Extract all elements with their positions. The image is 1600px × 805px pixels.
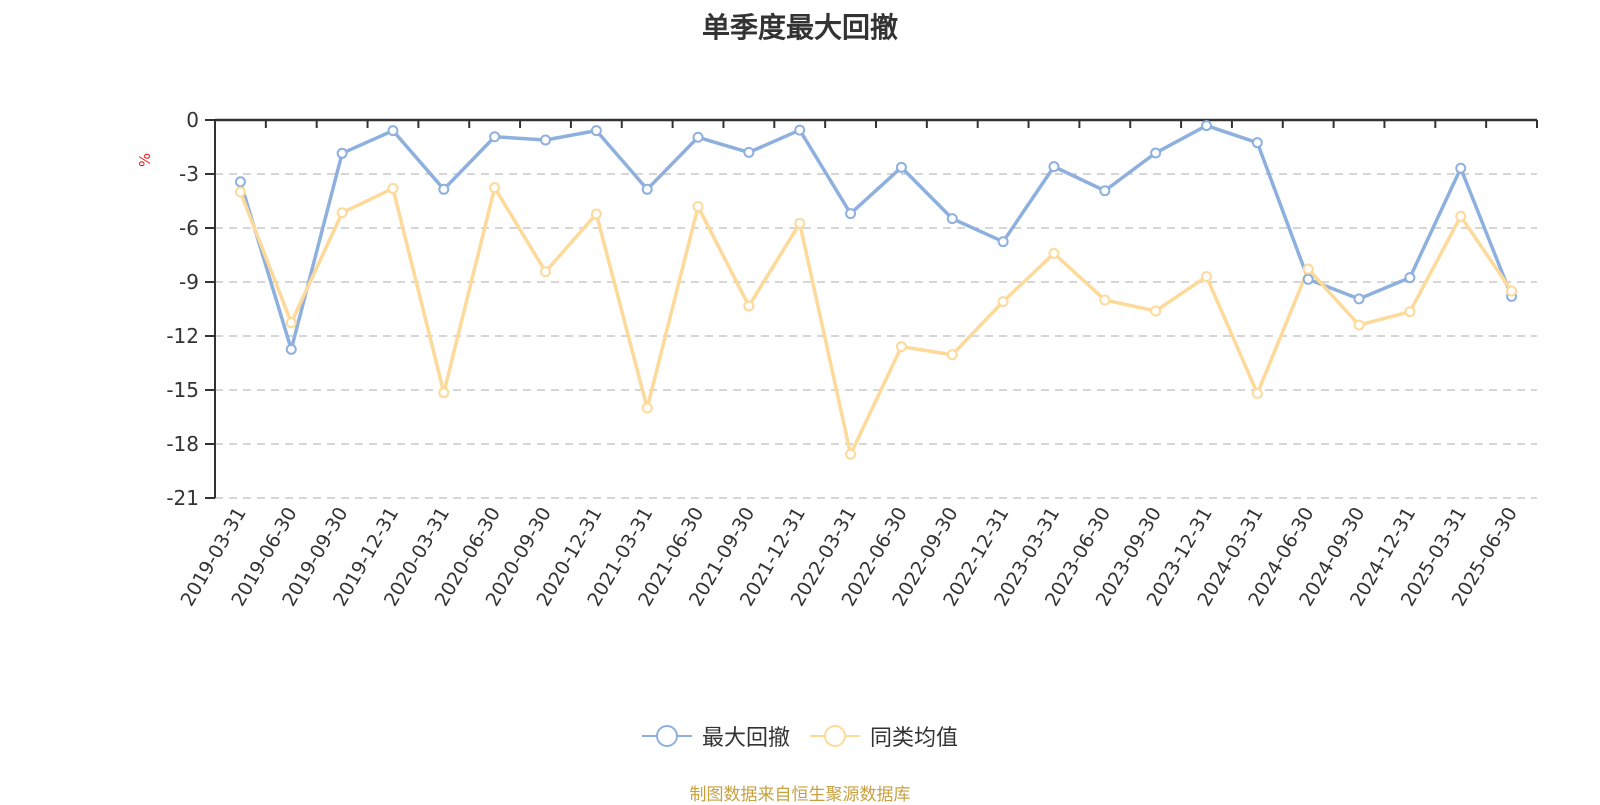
legend-label: 同类均值 <box>870 726 959 751</box>
data-point[interactable] <box>1150 147 1162 159</box>
data-source-note: 制图数据来自恒生聚源数据库 <box>689 785 911 805</box>
data-point[interactable] <box>336 207 348 219</box>
y-axis-unit: % <box>136 153 154 167</box>
data-point[interactable] <box>1404 272 1416 284</box>
data-point[interactable] <box>946 213 958 225</box>
y-tick-label: -15 <box>166 378 199 402</box>
data-point[interactable] <box>1455 210 1467 222</box>
data-point[interactable] <box>1404 306 1416 318</box>
data-point[interactable] <box>590 208 602 220</box>
data-point[interactable] <box>743 146 755 158</box>
axes: 0-3-6-9-12-15-18-212019-03-312019-06-302… <box>166 108 1538 610</box>
data-point[interactable] <box>1455 162 1467 174</box>
y-tick-label: -12 <box>166 324 199 348</box>
data-point[interactable] <box>794 124 806 136</box>
y-tick-label: -6 <box>179 216 199 240</box>
grid-lines <box>215 173 1537 499</box>
data-point[interactable] <box>540 134 551 146</box>
data-point[interactable] <box>895 161 907 173</box>
data-point[interactable] <box>946 349 958 361</box>
data-point[interactable] <box>692 131 704 143</box>
data-point[interactable] <box>1353 293 1365 305</box>
legend-item-max-drawdown[interactable]: 最大回撤 <box>641 720 790 752</box>
legend-line-circle-icon <box>641 725 692 747</box>
data-point[interactable] <box>540 266 551 278</box>
data-point[interactable] <box>845 208 857 220</box>
peer-average-line <box>238 185 1514 457</box>
data-point[interactable] <box>438 387 450 399</box>
y-tick-label: -18 <box>166 432 199 456</box>
y-tick-label: -3 <box>179 162 199 186</box>
data-point[interactable] <box>794 217 806 229</box>
data-point[interactable] <box>387 125 399 137</box>
data-point[interactable] <box>641 402 653 414</box>
data-point[interactable] <box>1302 273 1314 285</box>
data-point[interactable] <box>1099 294 1111 306</box>
legend-item-peer-average[interactable]: 同类均值 <box>810 720 958 752</box>
data-point[interactable] <box>1201 120 1212 132</box>
data-point[interactable] <box>641 183 653 195</box>
data-point[interactable] <box>997 296 1009 308</box>
max-drawdown-line <box>238 123 1514 352</box>
data-point[interactable] <box>692 201 704 213</box>
data-point[interactable] <box>590 125 602 137</box>
data-point[interactable] <box>1251 387 1263 399</box>
legend: 最大回撤 同类均值 <box>0 720 1600 752</box>
data-point[interactable] <box>1201 271 1212 283</box>
data-point[interactable] <box>1150 305 1162 317</box>
line-chart: 0-3-6-9-12-15-18-212019-03-312019-06-302… <box>136 108 1538 610</box>
data-point[interactable] <box>1099 185 1111 197</box>
data-point[interactable] <box>234 176 246 188</box>
data-point[interactable] <box>997 236 1009 248</box>
legend-label: 最大回撤 <box>701 726 790 751</box>
series-lines <box>234 120 1518 460</box>
data-point[interactable] <box>1353 319 1365 331</box>
data-point[interactable] <box>895 341 907 353</box>
data-point[interactable] <box>387 182 399 194</box>
data-point[interactable] <box>336 147 348 159</box>
data-point[interactable] <box>1048 161 1060 173</box>
data-point[interactable] <box>845 448 857 460</box>
data-point[interactable] <box>489 182 501 194</box>
y-tick-label: -9 <box>179 270 199 294</box>
data-point[interactable] <box>285 343 297 355</box>
data-point[interactable] <box>234 186 246 198</box>
data-point[interactable] <box>1506 285 1518 297</box>
legend-line-circle-icon <box>810 725 860 747</box>
data-point[interactable] <box>285 317 297 329</box>
data-point[interactable] <box>438 183 450 195</box>
y-tick-label: 0 <box>186 108 199 132</box>
data-point[interactable] <box>489 131 501 143</box>
data-point[interactable] <box>1048 247 1060 259</box>
data-point[interactable] <box>1251 137 1263 149</box>
y-tick-label: -21 <box>166 486 199 510</box>
chart-title: 单季度最大回撤 <box>701 11 898 44</box>
data-point[interactable] <box>1302 263 1314 275</box>
data-point[interactable] <box>743 300 755 312</box>
